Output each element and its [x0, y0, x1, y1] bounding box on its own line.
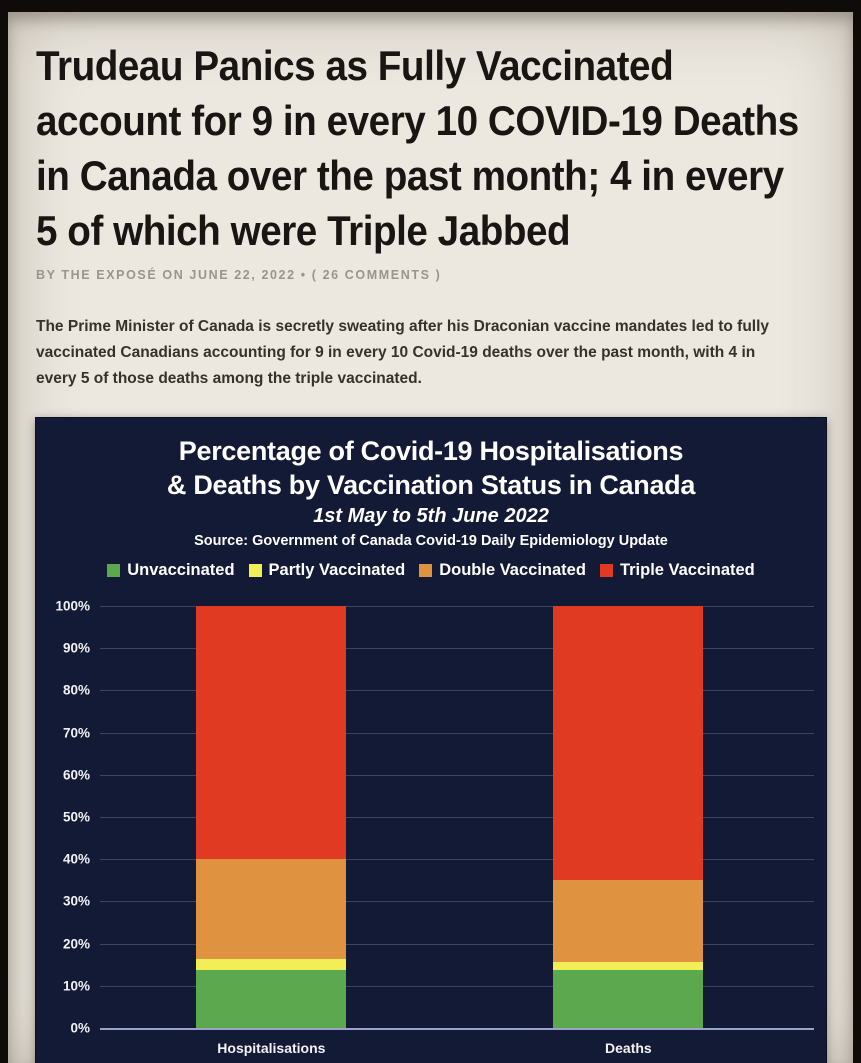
chart-subtitle: 1st May to 5th June 2022	[313, 505, 549, 527]
chart-panel: Percentage of Covid-19 Hospitalisations …	[36, 418, 826, 1063]
stacked-bar-hospitalisations	[196, 606, 347, 1028]
legend-label: Triple Vaccinated	[619, 561, 755, 579]
chart-title-line: & Deaths by Vaccination Status in Canada	[166, 470, 696, 500]
bar-segment-unvaccinated	[196, 970, 347, 1028]
gridline	[100, 774, 814, 776]
chart-legend: Unvaccinated Partly Vaccinated Double Vacc…	[36, 561, 826, 580]
gridline	[100, 859, 814, 861]
plot-area-wrap: 100% 90% 80% 70% 60% 50% 40% 30% 20% 10% 0%	[55, 599, 814, 1036]
article-lede-paragraph: The Prime Minister of Canada is secretly…	[36, 318, 770, 387]
gridline	[100, 648, 814, 650]
headline-line: account for 9 in every 10 COVID-19 Death…	[36, 97, 799, 144]
y-axis-tick-label: 60%	[62, 767, 90, 783]
legend-item-partly-vaccinated: Partly Vaccinated	[248, 561, 406, 580]
bar-segment-partly-vaccinated	[196, 959, 347, 971]
legend-swatch	[599, 564, 613, 577]
x-axis-label-deaths: Deaths	[605, 1040, 652, 1056]
legend-item-unvaccinated: Unvaccinated	[107, 561, 235, 580]
y-axis-tick-label: 90%	[62, 640, 90, 656]
article-byline: BY THE EXPOSÉ ON JUNE 22, 2022 • ( 26 CO…	[36, 268, 442, 282]
legend-label: Unvaccinated	[127, 561, 235, 579]
gridline	[100, 817, 814, 818]
chart-title: Percentage of Covid-19 Hospitalisations …	[36, 434, 826, 502]
legend-swatch	[107, 564, 121, 577]
y-axis-tick-label: 0%	[70, 1020, 90, 1036]
legend-swatch	[248, 564, 262, 577]
y-axis-tick-label: 40%	[62, 851, 90, 867]
article-headline: Trudeau Panics as Fully Vaccinated accou…	[36, 38, 799, 258]
x-axis-labels: Hospitalisations Deaths	[100, 1036, 814, 1062]
y-axis-tick-label: 100%	[55, 598, 90, 614]
y-axis-tick-label: 10%	[62, 978, 90, 994]
headline-line: 5 of which were Triple Jabbed	[36, 207, 571, 254]
plot-area: 100% 90% 80% 70% 60% 50% 40% 30% 20% 10% 0%	[55, 599, 814, 1036]
legend-item-triple-vaccinated: Triple Vaccinated	[599, 561, 755, 580]
legend-swatch	[419, 564, 433, 577]
chart-title-line: Percentage of Covid-19 Hospitalisations	[178, 436, 684, 466]
gridline	[100, 606, 814, 607]
headline-line: Trudeau Panics as Fully Vaccinated	[36, 42, 674, 89]
bar-segment-triple-vaccinated	[553, 606, 704, 881]
bar-segment-partly-vaccinated	[553, 962, 704, 971]
chart-source: Source: Government of Canada Covid-19 Da…	[194, 533, 668, 549]
legend-label: Double Vaccinated	[439, 561, 586, 579]
gridline	[100, 985, 814, 987]
bar-segment-double-vaccinated	[553, 880, 704, 963]
y-axis-tick-label: 50%	[62, 809, 90, 825]
gridline	[100, 901, 814, 903]
legend-label: Partly Vaccinated	[268, 561, 406, 579]
y-axis-tick-label: 30%	[62, 893, 90, 909]
gridline	[100, 732, 814, 734]
bar-segment-triple-vaccinated	[196, 606, 347, 860]
headline-line: in Canada over the past month; 4 in ever…	[36, 152, 784, 199]
y-axis-tick-label: 20%	[62, 936, 90, 952]
legend-item-double-vaccinated: Double Vaccinated	[419, 561, 586, 580]
stacked-bar-deaths	[553, 606, 704, 1028]
x-axis-label-hospitalisations: Hospitalisations	[217, 1040, 326, 1056]
bar-segment-double-vaccinated	[196, 859, 347, 960]
gridline	[100, 690, 814, 692]
gridline	[100, 943, 814, 945]
y-axis-tick-label: 80%	[62, 682, 90, 698]
y-axis-tick-label: 70%	[62, 725, 90, 741]
bar-segment-unvaccinated	[553, 970, 704, 1028]
article-page: Trudeau Panics as Fully Vaccinated accou…	[8, 12, 853, 1063]
